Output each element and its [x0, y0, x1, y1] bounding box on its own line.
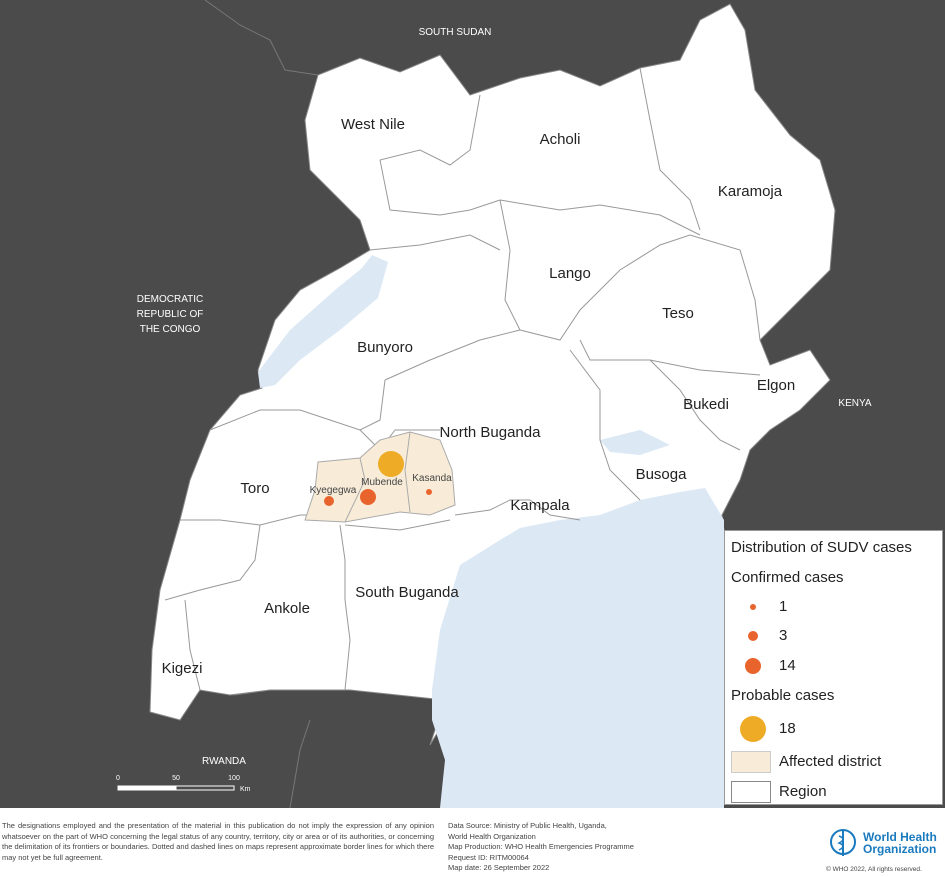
source-line: Map Production: WHO Health Emergencies P… — [448, 842, 634, 851]
region-north-buganda: North Buganda — [440, 424, 542, 441]
region-west-nile: West Nile — [341, 116, 405, 133]
region-toro: Toro — [240, 480, 269, 497]
source-line: Data Source: Ministry of Public Health, … — [448, 821, 607, 830]
marker-confirmed-kasanda — [426, 489, 432, 495]
legend-label: Region — [779, 783, 827, 800]
region-teso: Teso — [662, 305, 694, 322]
confirmed-medium-marker — [748, 631, 758, 641]
legend-value: 1 — [779, 598, 788, 615]
legend-confirmed-3: 3 — [725, 625, 944, 647]
region-karamoja: Karamoja — [718, 183, 783, 200]
marker-confirmed-kyegegwa — [324, 496, 334, 506]
who-name-line: Organization — [863, 842, 937, 856]
region-bunyoro: Bunyoro — [357, 339, 413, 356]
footer: The designations employed and the presen… — [0, 808, 945, 877]
region-lango: Lango — [549, 265, 591, 282]
label-rwanda: RWANDA — [202, 756, 246, 767]
country-labels: SOUTH SUDAN DEMOCRATIC REPUBLIC OF THE C… — [137, 27, 872, 767]
scale-tick-50: 50 — [172, 775, 180, 782]
region-bukedi: Bukedi — [683, 396, 729, 413]
region-acholi: Acholi — [540, 131, 581, 148]
region-kampala: Kampala — [510, 497, 570, 514]
legend-confirmed-title: Confirmed cases — [731, 569, 844, 586]
lake-albert — [258, 255, 388, 388]
affected-swatch — [731, 751, 771, 773]
legend-probable-title: Probable cases — [731, 687, 835, 704]
region-south-buganda: South Buganda — [355, 584, 459, 601]
scale-unit: Km — [240, 786, 251, 793]
scale-tick-0: 0 — [116, 775, 120, 782]
region-ankole: Ankole — [264, 600, 310, 617]
legend: Distribution of SUDV cases Confirmed cas… — [724, 530, 943, 805]
legend-value: 18 — [779, 720, 796, 737]
legend-affected: Affected district — [725, 751, 944, 773]
label-drc-1: DEMOCRATIC — [137, 294, 203, 305]
district-mubende: Mubende — [361, 477, 403, 488]
lake-victoria — [432, 488, 724, 808]
source-line: World Health Organization — [448, 831, 536, 841]
who-logo: World Health Organization — [826, 826, 937, 860]
scale-tick-100: 100 — [228, 775, 240, 782]
affected-districts — [304, 431, 456, 523]
source-line: Map date: 26 September 2022 — [448, 863, 550, 872]
who-name-line: World Health — [863, 830, 937, 844]
data-source: Data Source: Ministry of Public Health, … — [448, 821, 708, 874]
legend-value: 3 — [779, 627, 788, 644]
confirmed-large-marker — [745, 658, 761, 674]
legend-title: Distribution of SUDV cases — [731, 539, 912, 556]
legend-value: 14 — [779, 657, 796, 674]
probable-marker — [740, 716, 766, 742]
confirmed-small-marker — [750, 604, 756, 610]
region-kigezi: Kigezi — [162, 660, 203, 677]
lake-kyoga — [600, 430, 670, 455]
label-drc-2: REPUBLIC OF — [137, 309, 204, 320]
copyright: © WHO 2022, All rights reserved. — [826, 866, 922, 873]
region-borders — [164, 67, 761, 691]
marker-confirmed-mubende — [360, 489, 376, 505]
scale-bar: 0 50 100 Km — [116, 775, 251, 793]
marker-probable-mubende — [378, 451, 404, 477]
source-line: Request ID: RITM00064 — [448, 852, 529, 862]
district-labels: Kyegegwa Mubende Kasanda — [310, 473, 453, 496]
legend-confirmed-14: 14 — [725, 655, 944, 677]
map: SOUTH SUDAN DEMOCRATIC REPUBLIC OF THE C… — [0, 0, 945, 808]
district-kyegegwa: Kyegegwa — [310, 485, 357, 496]
who-emblem-icon — [830, 829, 856, 856]
legend-confirmed-1: 1 — [725, 596, 944, 618]
legend-probable-18: 18 — [725, 716, 944, 742]
district-kasanda: Kasanda — [412, 473, 452, 484]
legend-label: Affected district — [779, 753, 882, 770]
district-borders — [344, 431, 411, 523]
region-busoga: Busoga — [636, 466, 688, 483]
region-elgon: Elgon — [757, 377, 795, 394]
legend-region: Region — [725, 781, 944, 803]
who-name: World Health Organization — [863, 831, 937, 855]
label-south-sudan: SOUTH SUDAN — [419, 27, 492, 38]
label-drc-3: THE CONGO — [140, 324, 201, 335]
region-labels: West Nile Acholi Karamoja Lango Teso Bun… — [162, 116, 796, 677]
case-markers — [324, 451, 432, 506]
region-swatch — [731, 781, 771, 803]
disclaimer: The designations employed and the presen… — [2, 821, 434, 862]
label-kenya: KENYA — [838, 398, 871, 409]
